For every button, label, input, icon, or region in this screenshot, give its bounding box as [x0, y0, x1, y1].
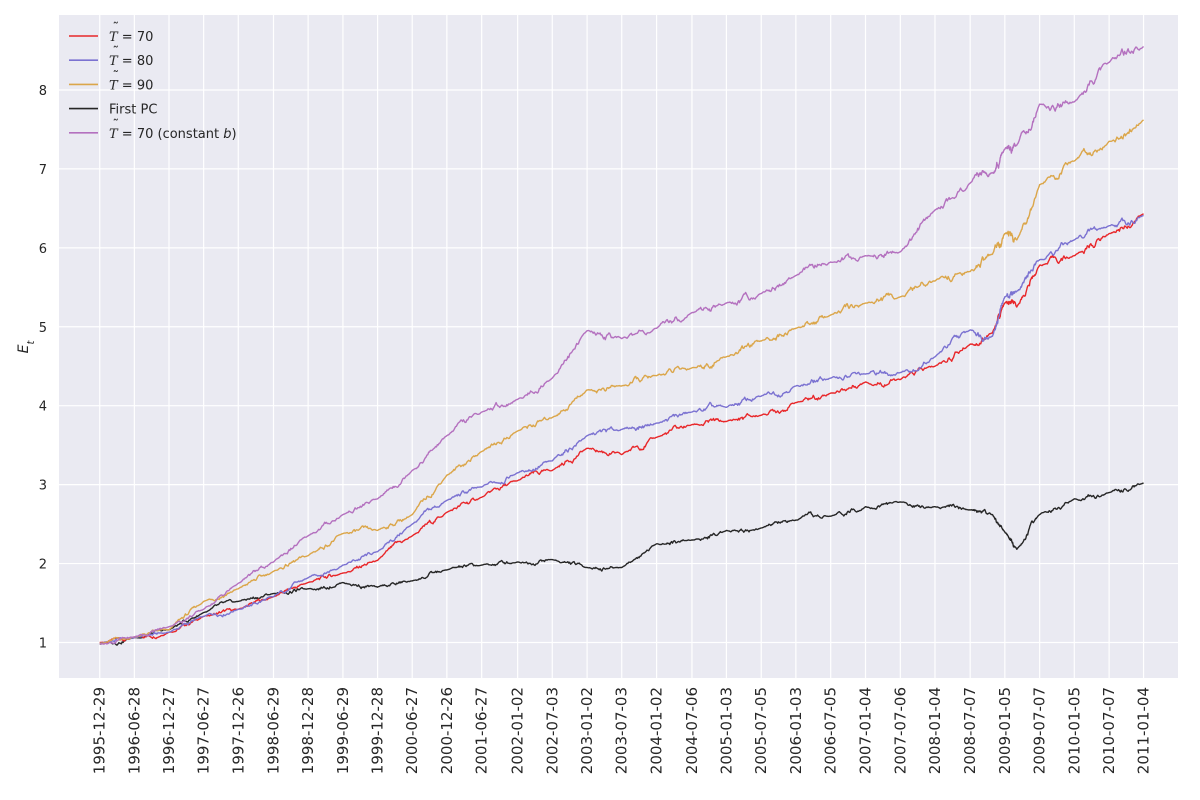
y-axis-label: Et: [16, 340, 37, 354]
x-tick-label: 1996-06-28: [125, 687, 143, 774]
x-tick-label: 2008-07-07: [961, 687, 979, 774]
x-tick-label: 2001-06-27: [473, 687, 491, 774]
x-tick-label: 1997-12-26: [229, 687, 247, 774]
x-tick-label: 1999-12-28: [369, 687, 387, 774]
legend-tilde: ˜: [113, 45, 120, 60]
x-tick-label: 2002-07-03: [543, 687, 561, 774]
legend-entry: T = 80: [109, 54, 153, 69]
y-tick-label: 1: [39, 636, 47, 651]
series-line-4: [99, 46, 1144, 645]
legend-tilde: ˜: [113, 118, 120, 133]
x-tick-label: 2009-07-07: [1031, 687, 1049, 774]
x-tick-label: 2000-06-27: [403, 687, 421, 774]
y-tick-label: 5: [39, 321, 47, 336]
x-ticks: 1995-12-29 1996-06-28 1996-12-27 1997-06-27…: [91, 687, 1153, 774]
legend-tilde: ˜: [113, 69, 120, 84]
legend-entry: T = 70: [109, 30, 153, 45]
x-tick-label: 1998-06-29: [264, 687, 282, 774]
x-tick-label: 1998-12-28: [299, 687, 317, 774]
series-line-0: [99, 213, 1144, 644]
x-tick-label: 2006-01-03: [787, 687, 805, 774]
x-tick-label: 2002-01-02: [509, 687, 527, 774]
y-tick-label: 6: [39, 242, 47, 257]
x-tick-label: 2010-01-05: [1065, 687, 1083, 774]
x-tick-label: 2005-07-05: [752, 687, 770, 774]
series-line-1: [99, 214, 1144, 644]
x-tick-label: 1999-06-29: [334, 687, 352, 774]
x-tick-label: 2005-01-03: [717, 687, 735, 774]
x-tick-label: 1995-12-29: [91, 687, 109, 774]
y-tick-label: 7: [39, 163, 47, 178]
x-tick-label: 2007-07-06: [891, 687, 909, 774]
x-tick-label: 2009-01-05: [996, 687, 1014, 774]
x-tick-label: 1996-12-27: [160, 687, 178, 774]
y-tick-label: 4: [39, 400, 47, 415]
legend: T = 70˜T = 80˜T = 90˜First PCT = 70 (con…: [69, 21, 237, 142]
x-tick-label: 2006-07-05: [822, 687, 840, 774]
x-tick-label: 2000-12-26: [438, 687, 456, 774]
y-tick-label: 2: [39, 558, 47, 573]
x-tick-label: 2010-07-07: [1100, 687, 1118, 774]
x-tick-label: 2003-01-02: [578, 687, 596, 774]
y-ticks: 1 2 3 4 5 6 7 8: [39, 84, 47, 651]
x-tick-label: 1997-06-27: [195, 687, 213, 774]
series-line-2: [99, 119, 1144, 645]
legend-tilde: ˜: [113, 21, 120, 36]
series-lines: [99, 46, 1144, 646]
legend-entry: T = 90: [109, 78, 153, 93]
legend-entry: First PC: [109, 103, 157, 118]
x-tick-label: 2007-01-04: [857, 687, 875, 774]
x-tick-label: 2003-07-03: [613, 687, 631, 774]
x-tick-label: 2011-01-04: [1135, 687, 1153, 774]
x-tick-label: 2004-01-02: [648, 687, 666, 774]
x-tick-label: 2004-07-06: [683, 687, 701, 774]
y-tick-label: 8: [39, 84, 47, 99]
y-tick-label: 3: [39, 479, 47, 494]
x-tick-label: 2008-01-04: [926, 687, 944, 774]
legend-entry: T = 70 (constant b): [109, 127, 237, 142]
plot-background: [59, 15, 1178, 678]
